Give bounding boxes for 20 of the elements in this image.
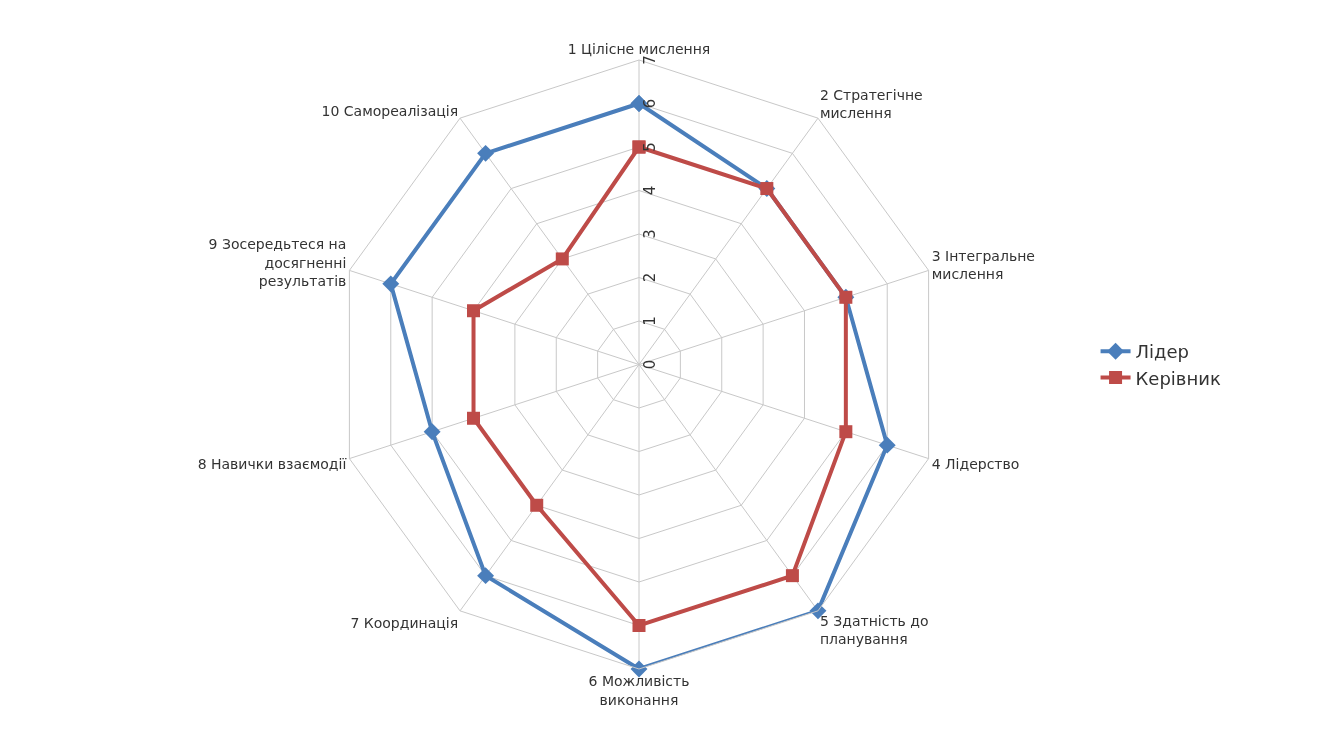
- y-tick-label: 4: [640, 185, 659, 196]
- y-tick-label: 0: [640, 359, 659, 370]
- spoke-label: 9 Зосередьтеся на досягненні результатів: [208, 236, 347, 289]
- spoke-label: 2 Стратегічне мислення: [819, 86, 923, 121]
- y-tick-label: 5: [640, 142, 659, 152]
- y-tick-label: 7: [640, 55, 659, 65]
- spoke-label: 3 Інтегральне мислення: [931, 248, 1035, 283]
- y-tick-label: 3: [640, 229, 659, 239]
- y-tick-label: 6: [640, 98, 659, 109]
- spoke-label: 10 Самореалізація: [321, 103, 459, 120]
- spoke-label: 1 Цілісне мислення: [567, 40, 711, 57]
- spoke-label: 5 Здатність до планування: [819, 612, 929, 648]
- y-tick-label: 2: [640, 272, 659, 283]
- spoke-label: 8 Навички взаємодії: [197, 455, 347, 472]
- legend-label: Лідер: [1135, 341, 1190, 363]
- spoke-label: 7 Координація: [350, 614, 459, 631]
- spoke-label: 4 Лідерство: [931, 455, 1020, 472]
- y-tick-label: 1: [640, 316, 659, 326]
- legend-label: Керівник: [1135, 367, 1221, 389]
- spoke-label: 6 Можливість виконання: [588, 673, 690, 708]
